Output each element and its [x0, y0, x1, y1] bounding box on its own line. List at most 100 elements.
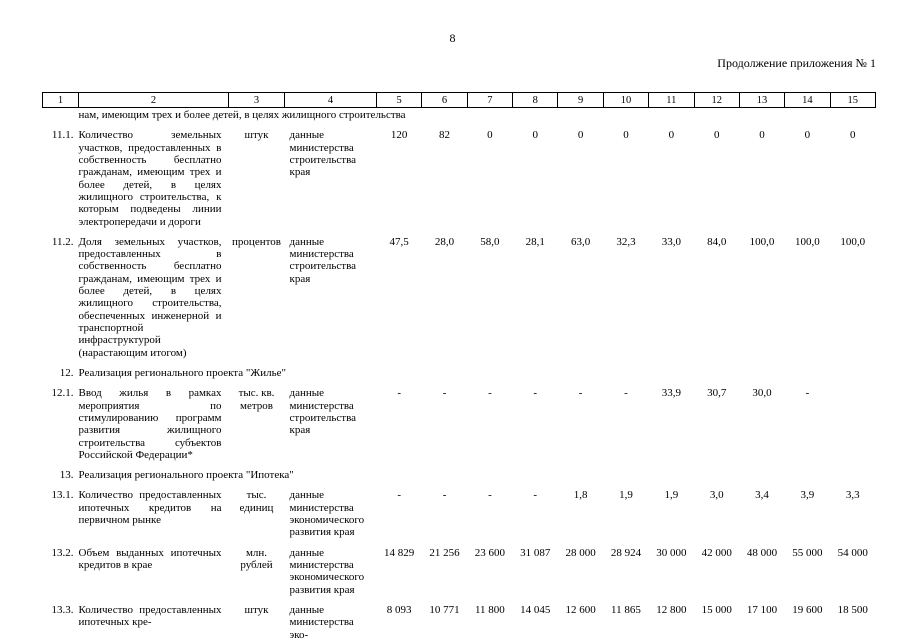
value-cell: 31 087: [520, 546, 551, 559]
value-cell: 100,0: [795, 235, 820, 248]
value-cell: 19 600: [792, 603, 823, 616]
column-number-cell: 13: [738, 92, 786, 108]
column-number-cell: 14: [784, 92, 831, 108]
section-title: Реализация регионального проекта "Ипотек…: [78, 469, 294, 482]
value-cell: -: [488, 489, 492, 502]
value-cell: -: [442, 489, 447, 502]
value-cell: 3,4: [755, 489, 769, 502]
indicator-name-cell: Объем выданных ипотечных кредитов в крае: [78, 546, 222, 571]
value-cell: 0: [804, 129, 811, 142]
value-cell: 0: [713, 129, 720, 142]
indicator-row: 13.2. Объем выданных ипотечных кредитов в…: [43, 539, 876, 596]
value-cell: 10 771: [429, 603, 460, 616]
value-cell: 28,0: [434, 235, 455, 248]
value-cell: 33,0: [661, 235, 681, 248]
value-cell: 18 500: [837, 603, 868, 616]
appendix-continuation-label: Продолжение приложения № 1: [717, 56, 876, 70]
value-cell: 0: [487, 129, 493, 142]
value-cell: 17 100: [746, 603, 778, 616]
value-cell: 0: [577, 129, 584, 142]
row-number-cell: 13.3.: [51, 603, 74, 616]
value-cell: 30 000: [656, 546, 687, 559]
value-cell: 84,0: [707, 235, 727, 248]
value-cell: 0: [850, 129, 856, 142]
row-number-cell: 13.: [59, 469, 74, 482]
value-cell: 1,9: [619, 489, 633, 502]
value-cell: 11 865: [611, 603, 641, 616]
value-cell: 0: [532, 129, 539, 142]
column-number-cell: 9: [557, 92, 604, 108]
indicator-row: 11.1. Количество земельных участков, пред…: [43, 121, 876, 228]
source-cell: данные министерства строительства края: [289, 387, 357, 437]
section-row: 12. Реализация регионального проекта "Жил…: [43, 359, 876, 379]
value-cell: 8 093: [386, 603, 412, 616]
section-title: Реализация регионального проекта "Жилье": [78, 366, 286, 379]
value-cell: 3,0: [709, 489, 724, 502]
indicator-row: 11.2. Доля земельных участков, предоставл…: [43, 228, 876, 359]
value-cell: 54 000: [837, 546, 868, 559]
unit-cell: процентов: [232, 235, 281, 248]
value-cell: 3,3: [845, 489, 860, 502]
row-number-cell: [43, 108, 79, 122]
column-number-cell: 1: [42, 92, 79, 108]
value-cell: 1,9: [664, 489, 679, 502]
source-cell: данные министерства экономического разви…: [289, 489, 365, 539]
section-row: 13. Реализация регионального проекта "Ипо…: [43, 461, 876, 481]
value-cell: 14 045: [520, 603, 551, 616]
column-number-cell: 2: [78, 92, 229, 108]
value-cell: 120: [390, 129, 408, 142]
page-number: 8: [449, 31, 456, 45]
carryover-row: нам, имеющим трех и более детей, в целях…: [43, 108, 876, 122]
value-cell: 15 000: [701, 603, 732, 616]
value-cell: 12 600: [565, 603, 596, 616]
row-number-cell: 12.: [59, 366, 74, 379]
value-cell: -: [578, 387, 583, 400]
value-cell: 1,8: [573, 489, 588, 502]
value-cell: 58,0: [480, 235, 500, 248]
table-body: нам, имеющим трех и более детей, в целях…: [43, 108, 876, 640]
value-cell: -: [397, 489, 402, 502]
row-number-cell: 13.2.: [51, 546, 74, 559]
column-number-cell: 4: [284, 92, 377, 108]
value-cell: 28 924: [610, 546, 642, 559]
value-cell: 12 800: [656, 603, 687, 616]
unit-cell: тыс. единиц: [239, 489, 274, 514]
value-cell: -: [442, 387, 447, 400]
value-cell: -: [397, 387, 402, 400]
indicator-row: 12.1. Ввод жилья в рамках мероприятия по …: [43, 379, 876, 461]
indicator-name-cell: Ввод жилья в рамках мероприятия по стиму…: [78, 387, 222, 461]
indicator-row: 13.1. Количество предоставленных ипотечны…: [43, 481, 876, 538]
row-number-cell: 11.1.: [51, 129, 74, 142]
source-cell: данные министерства строительства края: [289, 235, 357, 285]
value-cell: 42 000: [701, 546, 732, 559]
unit-cell: штук: [244, 129, 269, 142]
table-header: 1 2 3 4 5 6 7 8 9 10 11 12 13 14 15: [42, 92, 877, 108]
value-cell: 33,9: [661, 387, 681, 400]
value-cell: 0: [668, 129, 675, 142]
row-number-cell: 12.1.: [51, 387, 74, 400]
value-cell: -: [624, 387, 628, 400]
unit-cell: штук: [244, 603, 269, 616]
value-cell: 55 000: [792, 546, 823, 559]
unit-cell: тыс. кв. метров: [238, 387, 275, 412]
value-cell: -: [533, 387, 538, 400]
value-cell: 30,7: [707, 387, 727, 400]
value-cell: -: [488, 387, 492, 400]
value-cell: 32,3: [616, 235, 636, 248]
value-cell: -: [533, 489, 538, 502]
value-cell: 21 256: [429, 546, 460, 559]
column-number-cell: 15: [829, 92, 877, 108]
value-cell: 23 600: [474, 546, 506, 559]
carryover-text: нам, имеющим трех и более детей, в целях…: [78, 109, 406, 121]
value-cell: 100,0: [840, 235, 866, 248]
unit-cell: млн. рублей: [240, 546, 273, 571]
column-number-cell: 7: [466, 92, 514, 108]
value-cell: 14 829: [384, 546, 415, 559]
source-cell: данные министерства строительства края: [289, 129, 357, 179]
indicator-name-cell: Количество предоставленных ипотечных кре…: [78, 603, 222, 629]
value-cell: 48 000: [746, 546, 778, 559]
value-cell: [830, 379, 875, 461]
source-cell: данные министерства экономического разви…: [289, 546, 365, 596]
value-cell: 82: [439, 129, 451, 142]
